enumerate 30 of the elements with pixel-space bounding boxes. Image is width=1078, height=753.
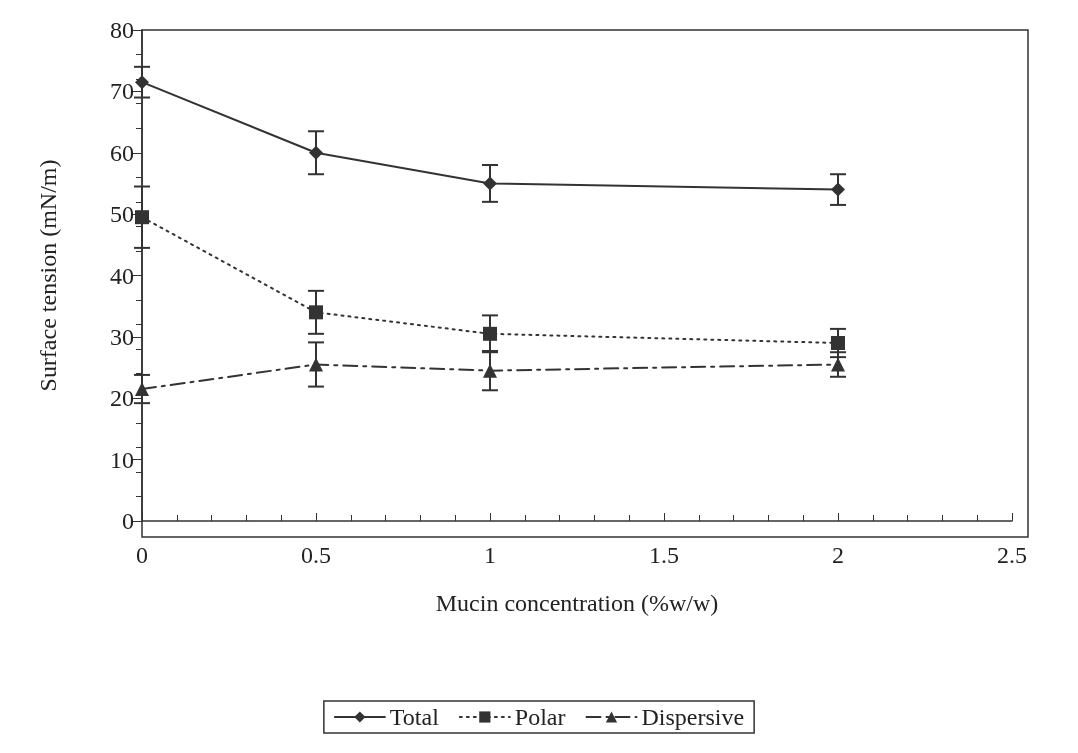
x-tick-label: 1.5 — [649, 542, 679, 568]
legend-label: Polar — [514, 704, 566, 730]
point — [831, 357, 845, 372]
point — [309, 357, 323, 372]
y-tick-label: 70 — [110, 78, 134, 105]
point — [135, 382, 149, 397]
point — [135, 210, 149, 225]
point — [483, 176, 497, 191]
point — [831, 182, 845, 197]
point — [831, 336, 845, 351]
y-tick-label: 10 — [110, 446, 134, 473]
legend-label: Dispersive — [641, 704, 745, 730]
point — [309, 305, 323, 320]
x-tick-label: 2.5 — [997, 542, 1027, 568]
y-tick-label: 30 — [110, 323, 134, 350]
y-tick-label: 60 — [110, 139, 134, 166]
x-tick-label: 1 — [484, 542, 496, 568]
point — [309, 145, 323, 160]
y-tick-label: 0 — [122, 508, 134, 534]
x-axis-title: Mucin concentration (%w/w) — [435, 590, 719, 616]
y-tick-label: 20 — [110, 385, 134, 412]
y-axis-title: Surface tension (mN/m) — [35, 159, 61, 392]
point — [483, 326, 497, 341]
y-tick-label: 50 — [110, 201, 134, 228]
point — [135, 75, 149, 90]
y-tick-label: 80 — [110, 17, 134, 43]
x-tick-label: 2 — [832, 542, 844, 568]
x-tick-label: 0.5 — [301, 542, 331, 568]
legend-label: Total — [389, 704, 440, 730]
y-tick-label: 40 — [110, 262, 134, 289]
